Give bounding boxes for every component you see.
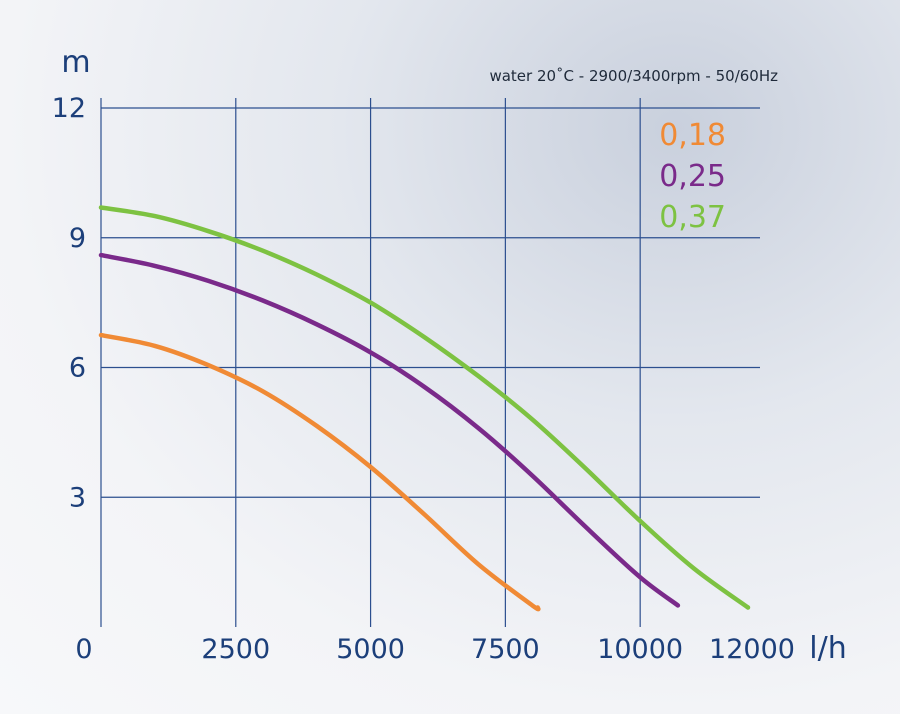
x-tick-label-7500: 7500 [471, 634, 540, 665]
curves [98, 205, 751, 612]
x-tick-label-12000: 12000 [709, 634, 795, 665]
chart-subtitle: water 20˚C - 2900/3400rpm - 50/60Hz [489, 67, 778, 85]
series-line-0 [98, 332, 541, 612]
y-tick-label-9: 9 [69, 223, 86, 254]
y-tick-label-3: 3 [69, 482, 86, 513]
x-tick-label-0: 0 [75, 634, 92, 665]
legend-entry-2: 0,37 [659, 200, 726, 235]
series-line-1 [98, 252, 681, 608]
x-tick-label-10000: 10000 [597, 634, 683, 665]
x-tick-label-5000: 5000 [336, 634, 405, 665]
legend-entry-0: 0,18 [659, 118, 726, 153]
y-tick-label-12: 12 [52, 93, 86, 124]
series-line-2 [98, 205, 751, 610]
legend-entry-1: 0,25 [659, 159, 726, 194]
y-axis-unit: m [61, 45, 90, 80]
y-tick-label-6: 6 [69, 353, 86, 384]
y-tick-labels: 3 6 9 12 [52, 93, 86, 513]
legend: 0,18 0,25 0,37 [659, 118, 726, 235]
x-tick-labels: 0 2500 5000 7500 10000 12000 [75, 634, 795, 665]
x-axis-unit: l/h [809, 631, 846, 666]
x-tick-label-2500: 2500 [201, 634, 270, 665]
